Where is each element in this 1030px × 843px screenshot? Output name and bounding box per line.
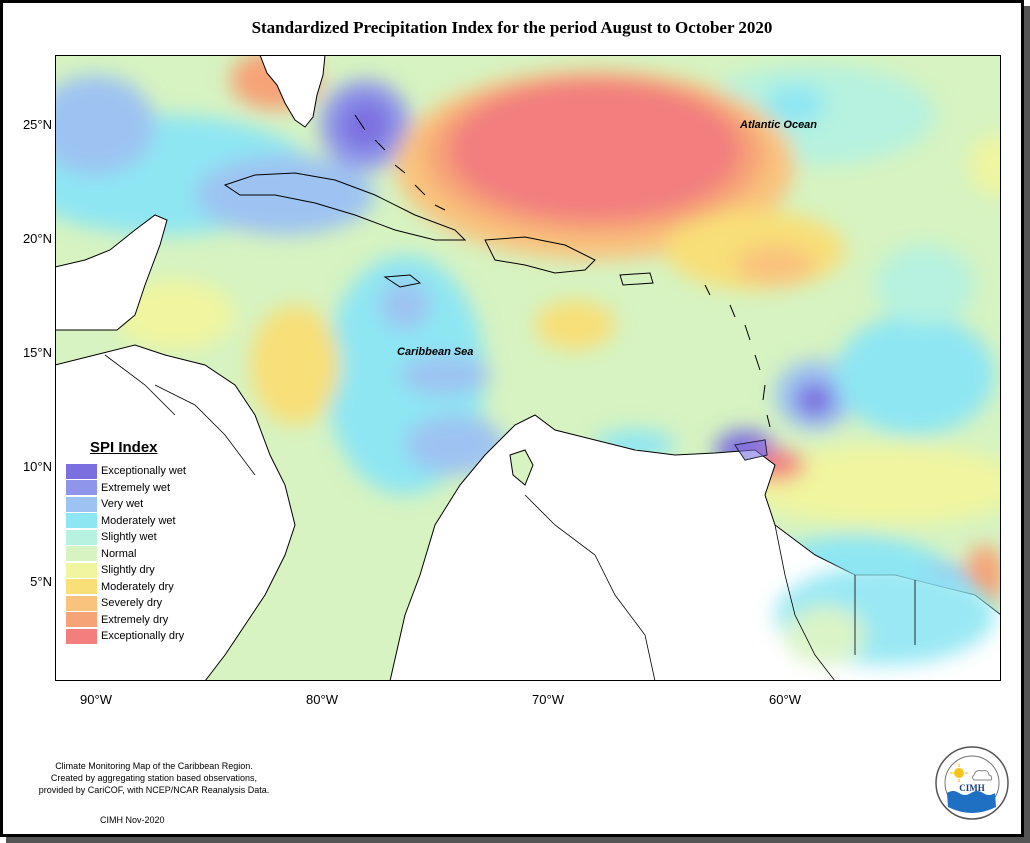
lat-tick-10n: 10°N [22,459,52,474]
legend-item: Moderately wet [66,513,186,530]
cimh-logo-icon: CIMH [935,746,1009,820]
legend-swatch [66,546,97,562]
lat-tick-25n: 25°N [22,117,52,132]
footer-line-2: Created by aggregating station based obs… [50,773,258,783]
label-caribbean-sea: Caribbean Sea [397,346,474,358]
legend-label: Extremely dry [101,613,169,626]
legend-item: Extremely dry [66,612,186,629]
lon-tick-60w: 60°W [769,692,801,707]
footer-line-3: provided by CariCOF, with NCEP/NCAR Rean… [38,785,270,795]
lat-tick-20n: 20°N [22,231,52,246]
footer-line-1: Climate Monitoring Map of the Caribbean … [55,761,253,771]
legend-swatch [66,513,97,529]
lon-tick-70w: 70°W [532,692,564,707]
legend-swatch [66,595,97,611]
legend-title: SPI Index [90,439,158,456]
spi-legend: Exceptionally wet Extremely wet Very wet Mo… [66,463,186,645]
legend-swatch [66,480,97,496]
legend-label: Normal [101,547,137,560]
map-footer-note: Climate Monitoring Map of the Caribbean … [24,760,284,796]
legend-item: Extremely wet [66,480,186,497]
legend-swatch [66,529,97,545]
legend-label: Exceptionally wet [101,465,186,478]
legend-swatch [66,612,97,628]
legend-item: Slightly wet [66,529,186,546]
legend-label: Moderately dry [101,580,174,593]
map-title: Standardized Precipitation Index for the… [251,18,773,37]
legend-label: Extremely wet [101,481,171,494]
label-atlantic-ocean: Atlantic Ocean [740,119,818,131]
lat-tick-5n: 5°N [30,574,52,589]
lon-tick-90w: 90°W [80,692,112,707]
legend-label: Moderately wet [101,514,176,527]
credit-date: CIMH Nov-2020 [100,815,165,825]
legend-item: Severely dry [66,595,186,612]
legend-label: Slightly wet [101,531,157,544]
legend-label: Very wet [101,498,144,511]
legend-swatch [66,463,97,479]
legend-label: Severely dry [101,597,163,610]
legend-swatch [66,579,97,595]
frame-shadow-right [1024,6,1030,843]
legend-label: Slightly dry [101,564,155,577]
legend-swatch [66,562,97,578]
frame-shadow-bottom [6,837,1030,843]
legend-item: Exceptionally dry [66,628,186,645]
legend-swatch [66,628,97,644]
legend-label: Exceptionally dry [101,630,185,643]
lat-tick-15n: 15°N [22,345,52,360]
legend-item: Normal [66,546,186,563]
legend-item: Exceptionally wet [66,463,186,480]
legend-swatch [66,496,97,512]
legend-item: Very wet [66,496,186,513]
legend-item: Moderately dry [66,579,186,596]
lon-tick-80w: 80°W [306,692,338,707]
spi-map [55,55,1001,681]
legend-item: Slightly dry [66,562,186,579]
logo-text: CIMH [959,783,985,793]
